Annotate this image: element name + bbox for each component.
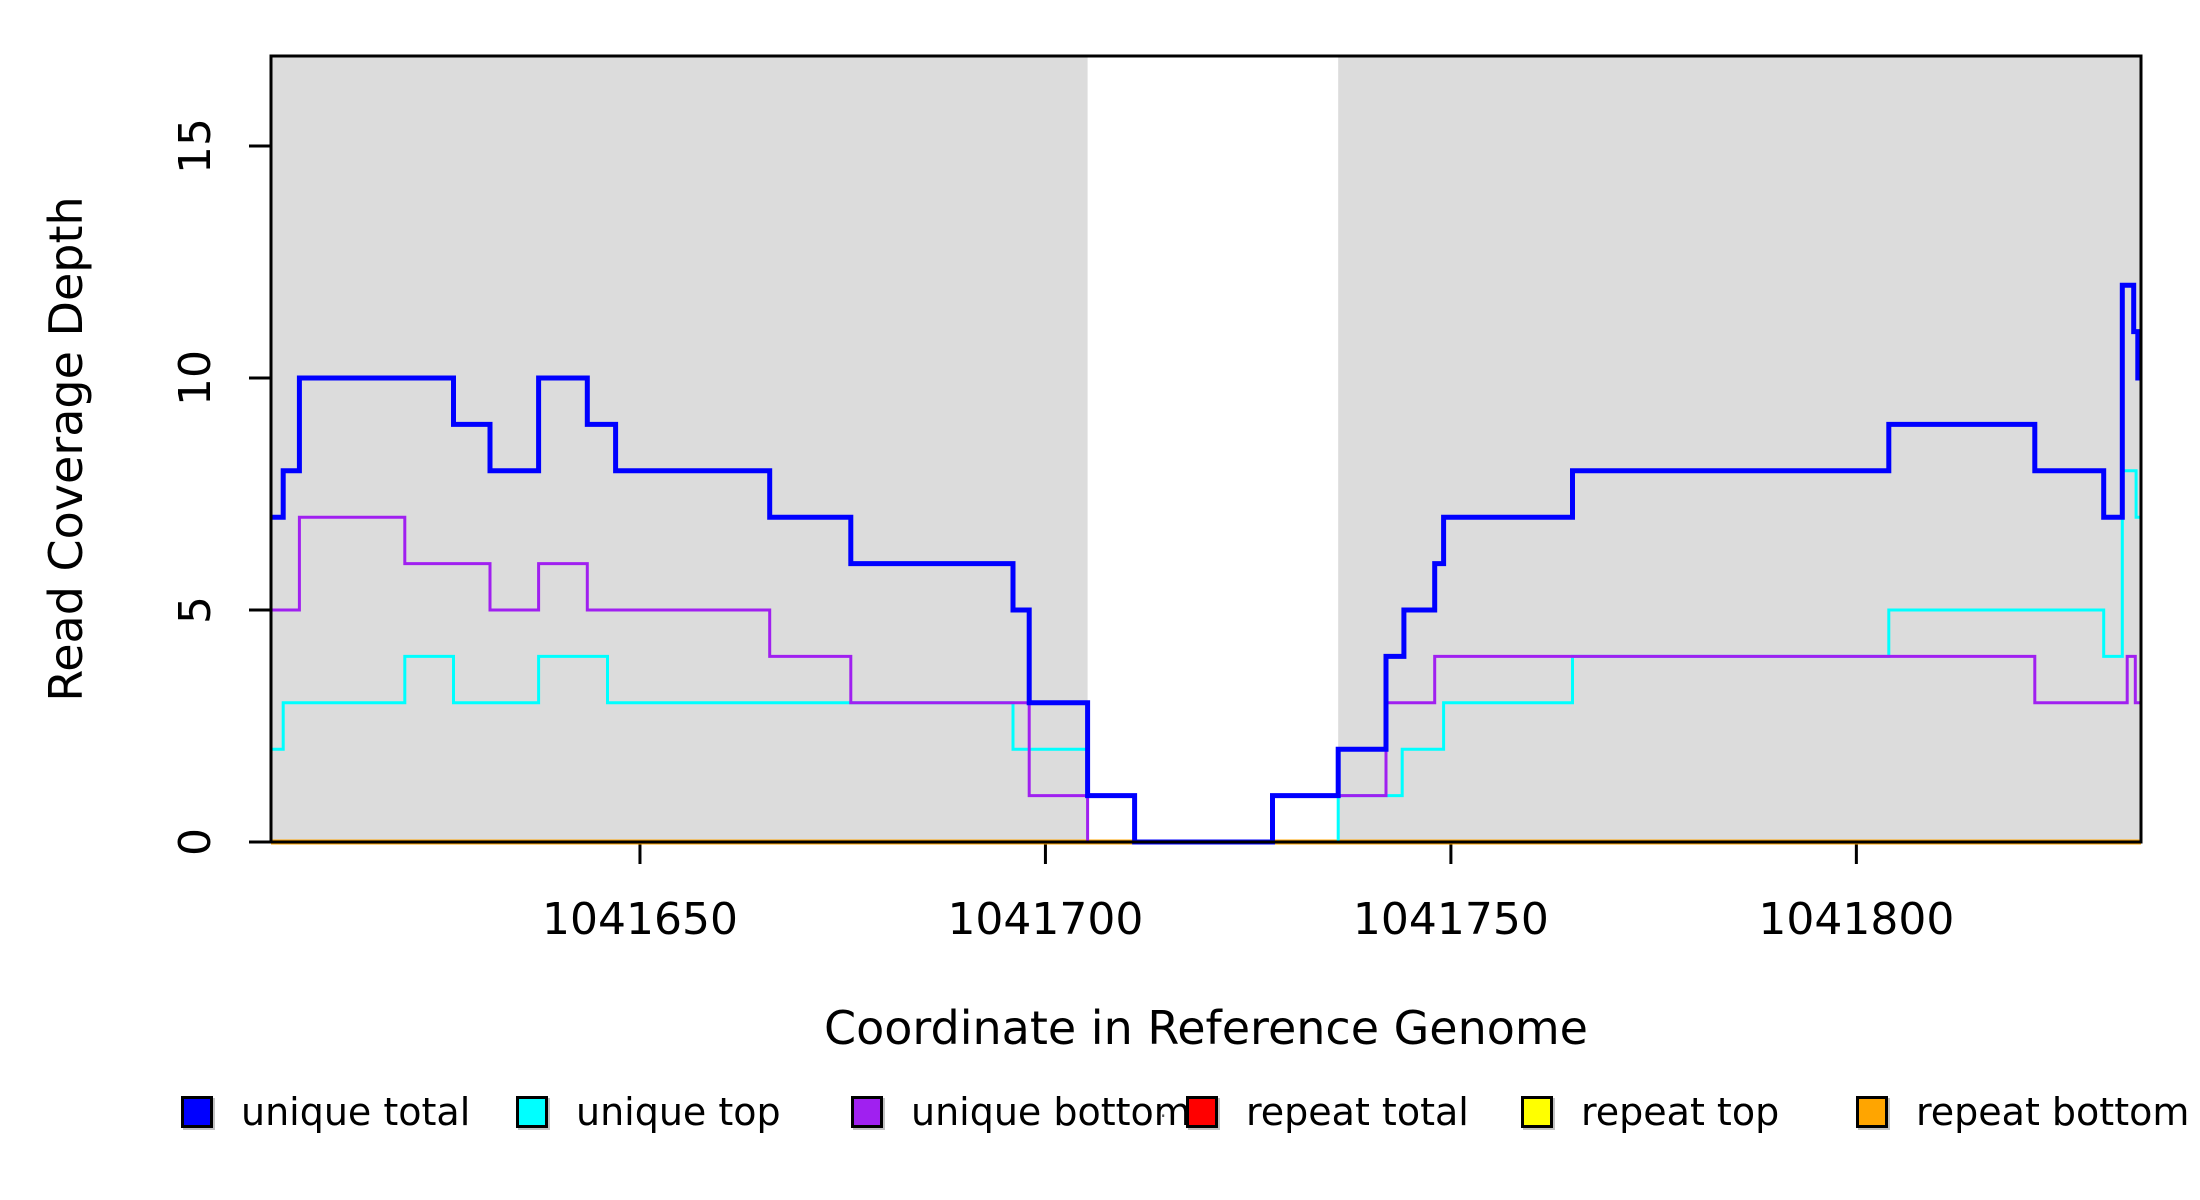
plot-frame	[269, 54, 2143, 844]
legend-item-unique-bottom: unique bottom	[851, 1093, 1191, 1131]
legend-label: unique top	[576, 1090, 781, 1134]
y-tick-label: 5	[170, 596, 221, 624]
y-tick-label: 0	[170, 828, 221, 856]
series-line-unique-bottom	[271, 515, 2141, 844]
chart-legend: unique total unique top unique bottom repea…	[181, 1088, 2191, 1136]
legend-swatch-icon	[1186, 1096, 1218, 1128]
legend-item-unique-total: unique total	[181, 1093, 516, 1131]
stray-mark: ·	[1160, 1104, 1167, 1128]
y-axis-title: Read Coverage Depth	[39, 196, 93, 701]
legend-swatch-icon	[516, 1096, 548, 1128]
x-tick-label: 1041650	[542, 894, 738, 945]
legend-label: unique total	[241, 1090, 471, 1134]
legend-swatch-icon	[1521, 1096, 1553, 1128]
legend-item-repeat-total: repeat total	[1186, 1093, 1521, 1131]
legend-label: unique bottom	[911, 1090, 1191, 1134]
legend-swatch-icon	[851, 1096, 883, 1128]
legend-swatch-icon	[1856, 1096, 1888, 1128]
legend-label: repeat top	[1581, 1090, 1780, 1134]
shaded-region-1	[271, 56, 1088, 842]
x-axis-title: Coordinate in Reference Genome	[824, 1001, 1588, 1055]
y-tick-label: 15	[170, 118, 221, 174]
shaded-region-2	[1338, 56, 2141, 842]
x-tick-label: 1041700	[947, 894, 1143, 945]
legend-label: repeat bottom	[1916, 1090, 2190, 1134]
x-tick-label: 1041800	[1758, 894, 1954, 945]
legend-item-repeat-bottom: repeat bottom	[1856, 1093, 2191, 1131]
legend-swatch-icon	[181, 1096, 213, 1128]
x-tick-label: 1041750	[1353, 894, 1549, 945]
legend-label: repeat total	[1246, 1090, 1469, 1134]
legend-item-repeat-top: repeat top	[1521, 1093, 1856, 1131]
y-tick-label: 10	[170, 350, 221, 406]
legend-item-unique-top: unique top	[516, 1093, 851, 1131]
